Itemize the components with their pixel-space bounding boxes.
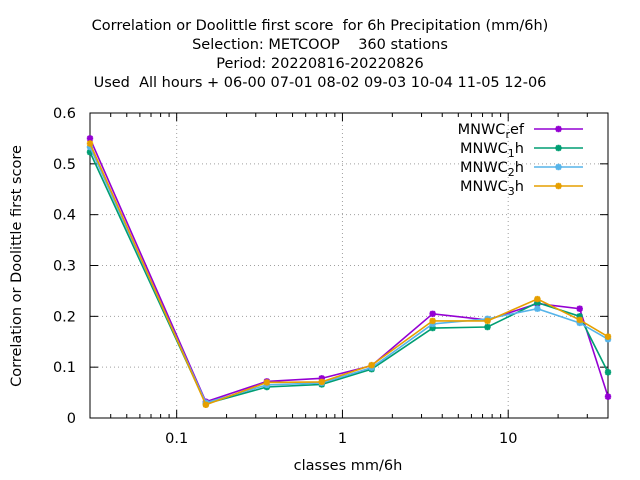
data-point <box>318 378 325 386</box>
legend-item-3: MNWC2h <box>460 160 583 179</box>
series-1 <box>86 135 612 405</box>
data-point <box>534 295 541 303</box>
legend-label: MNWC3h <box>460 179 524 198</box>
title-line-4: Used All hours + 06-00 07-01 08-02 09-03… <box>93 75 547 91</box>
legend-marker <box>555 125 562 133</box>
data-point <box>484 323 491 331</box>
y-tick-label: 0.3 <box>53 259 76 275</box>
series-4 <box>86 140 612 408</box>
data-point <box>484 317 491 325</box>
y-tick-label: 0.1 <box>53 360 76 376</box>
x-tick-label: 10 <box>499 431 517 447</box>
data-point <box>534 299 541 306</box>
data-point <box>576 316 583 324</box>
data-point <box>86 135 94 142</box>
y-axis-label: Correlation or Doolittle first score <box>9 145 25 387</box>
legend-item-1: MNWCref <box>458 122 583 141</box>
legend-label: MNWCref <box>458 122 525 141</box>
title-line-3: Period: 20220816-20220826 <box>216 56 424 72</box>
legend-marker <box>555 182 562 190</box>
x-axis-label: classes mm/6h <box>294 458 403 474</box>
data-point <box>202 401 210 408</box>
data-point <box>604 393 612 400</box>
y-tick-label: 0.4 <box>53 208 76 224</box>
data-point <box>263 379 271 386</box>
series-line <box>89 138 609 403</box>
legend-marker <box>555 163 562 171</box>
y-tick-label: 0.2 <box>53 309 76 325</box>
series-2 <box>86 148 612 407</box>
series-line <box>89 146 609 404</box>
series-layer <box>86 135 612 408</box>
x-tick-label: 1 <box>338 431 347 447</box>
data-point <box>429 317 436 325</box>
series-3 <box>86 143 612 406</box>
data-point <box>429 324 436 332</box>
legend-label: MNWC2h <box>460 160 524 179</box>
data-point <box>576 305 583 312</box>
data-point <box>534 305 541 312</box>
x-tick-label: 0.1 <box>165 431 188 447</box>
data-point <box>86 148 94 156</box>
grid <box>90 113 608 418</box>
y-tick-label: 0 <box>67 411 76 427</box>
data-point <box>86 140 94 147</box>
legend-marker <box>555 144 562 152</box>
legend-item-4: MNWC3h <box>460 179 583 198</box>
data-point <box>604 369 612 376</box>
data-point <box>368 361 375 369</box>
data-point <box>429 310 436 317</box>
ticks: 0 0.1 0.2 0.3 0.4 0.5 0.6 0.1 1 10 <box>53 106 608 447</box>
title-line-2: Selection: METCOOP 360 stations <box>192 37 448 53</box>
series-line <box>89 151 609 405</box>
title-line-1: Correlation or Doolittle first score for… <box>91 18 549 34</box>
series-line <box>89 143 609 406</box>
legend-item-2: MNWC1h <box>460 141 583 160</box>
y-tick-label: 0.5 <box>53 157 76 173</box>
data-point <box>86 143 94 151</box>
y-tick-label: 0.6 <box>53 106 76 122</box>
data-point <box>604 333 612 340</box>
data-point <box>576 313 583 320</box>
data-point <box>318 375 325 382</box>
legend-label: MNWC1h <box>460 141 524 160</box>
